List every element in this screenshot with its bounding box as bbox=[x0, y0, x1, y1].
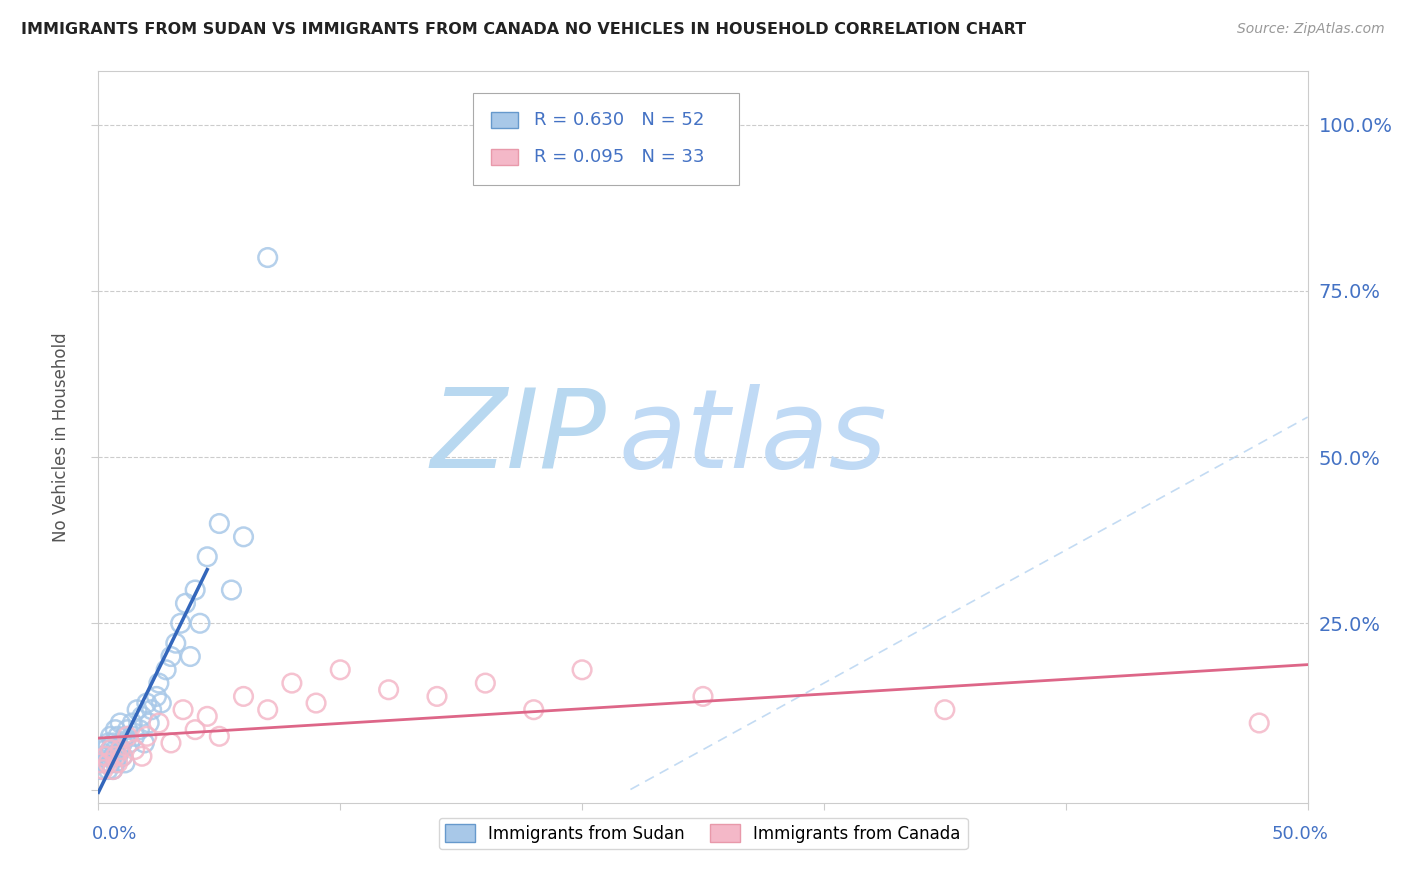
Point bbox=[97, 756, 120, 770]
Point bbox=[377, 682, 399, 697]
Point bbox=[91, 763, 114, 777]
Point bbox=[101, 736, 124, 750]
Point bbox=[107, 756, 129, 770]
Point bbox=[91, 756, 114, 770]
Point bbox=[108, 716, 131, 731]
Point bbox=[117, 729, 139, 743]
Point bbox=[150, 696, 173, 710]
Point bbox=[107, 729, 129, 743]
Point bbox=[97, 736, 120, 750]
Point bbox=[101, 763, 124, 777]
Point bbox=[256, 703, 278, 717]
Point bbox=[305, 696, 328, 710]
Point bbox=[474, 676, 496, 690]
Text: Source: ZipAtlas.com: Source: ZipAtlas.com bbox=[1237, 22, 1385, 37]
Point bbox=[118, 736, 141, 750]
Point bbox=[174, 596, 197, 610]
Point bbox=[329, 663, 352, 677]
Point bbox=[104, 756, 127, 770]
Point bbox=[100, 756, 122, 770]
FancyBboxPatch shape bbox=[492, 112, 517, 128]
Point bbox=[121, 716, 143, 731]
Point bbox=[160, 649, 183, 664]
Point bbox=[135, 729, 157, 743]
Point bbox=[114, 729, 136, 743]
Point bbox=[97, 749, 120, 764]
Point bbox=[232, 690, 254, 704]
Text: atlas: atlas bbox=[619, 384, 887, 491]
Point bbox=[131, 709, 153, 723]
Point bbox=[172, 703, 194, 717]
Point bbox=[97, 763, 120, 777]
Point bbox=[124, 729, 146, 743]
Point bbox=[101, 749, 124, 764]
Point bbox=[94, 742, 117, 756]
Point bbox=[141, 703, 163, 717]
Point bbox=[184, 723, 207, 737]
Text: IMMIGRANTS FROM SUDAN VS IMMIGRANTS FROM CANADA NO VEHICLES IN HOUSEHOLD CORRELA: IMMIGRANTS FROM SUDAN VS IMMIGRANTS FROM… bbox=[21, 22, 1026, 37]
Point bbox=[184, 582, 207, 597]
Point bbox=[155, 663, 177, 677]
Point bbox=[169, 616, 191, 631]
Text: R = 0.095   N = 33: R = 0.095 N = 33 bbox=[534, 148, 704, 166]
Point bbox=[221, 582, 243, 597]
FancyBboxPatch shape bbox=[474, 94, 740, 185]
Point bbox=[100, 729, 122, 743]
Point bbox=[134, 736, 156, 750]
Point bbox=[571, 663, 593, 677]
Point bbox=[114, 756, 136, 770]
Y-axis label: No Vehicles in Household: No Vehicles in Household bbox=[52, 332, 70, 542]
Legend: Immigrants from Sudan, Immigrants from Canada: Immigrants from Sudan, Immigrants from C… bbox=[439, 818, 967, 849]
Point bbox=[281, 676, 304, 690]
Point bbox=[160, 736, 183, 750]
Point bbox=[256, 251, 278, 265]
Point bbox=[124, 742, 146, 756]
Point bbox=[94, 749, 117, 764]
Point bbox=[208, 516, 231, 531]
Point bbox=[195, 549, 218, 564]
Point bbox=[111, 736, 134, 750]
Point bbox=[117, 723, 139, 737]
Point bbox=[101, 763, 124, 777]
Point bbox=[523, 703, 546, 717]
FancyBboxPatch shape bbox=[492, 149, 517, 165]
Point bbox=[1249, 716, 1271, 731]
Point bbox=[104, 749, 127, 764]
Point bbox=[934, 703, 956, 717]
Point bbox=[188, 616, 211, 631]
Text: 50.0%: 50.0% bbox=[1272, 825, 1329, 843]
Point bbox=[128, 723, 150, 737]
Point bbox=[107, 749, 129, 764]
Point bbox=[91, 749, 114, 764]
Point bbox=[195, 709, 218, 723]
Point bbox=[145, 690, 167, 704]
Point bbox=[426, 690, 449, 704]
Point bbox=[138, 716, 160, 731]
Point bbox=[179, 649, 201, 664]
Text: R = 0.630   N = 52: R = 0.630 N = 52 bbox=[534, 112, 704, 129]
Point bbox=[94, 756, 117, 770]
Point bbox=[148, 676, 170, 690]
Point bbox=[111, 749, 134, 764]
Point bbox=[232, 530, 254, 544]
Point bbox=[90, 756, 112, 770]
Point bbox=[127, 703, 149, 717]
Text: ZIP: ZIP bbox=[430, 384, 606, 491]
Point bbox=[104, 723, 127, 737]
Point bbox=[131, 749, 153, 764]
Text: 0.0%: 0.0% bbox=[91, 825, 136, 843]
Point bbox=[135, 696, 157, 710]
Point bbox=[165, 636, 187, 650]
Point bbox=[100, 742, 122, 756]
Point bbox=[104, 742, 127, 756]
Point bbox=[692, 690, 714, 704]
Point bbox=[148, 716, 170, 731]
Point bbox=[108, 742, 131, 756]
Point bbox=[100, 742, 122, 756]
Point bbox=[90, 763, 112, 777]
Point bbox=[111, 749, 134, 764]
Point bbox=[208, 729, 231, 743]
Point bbox=[108, 742, 131, 756]
